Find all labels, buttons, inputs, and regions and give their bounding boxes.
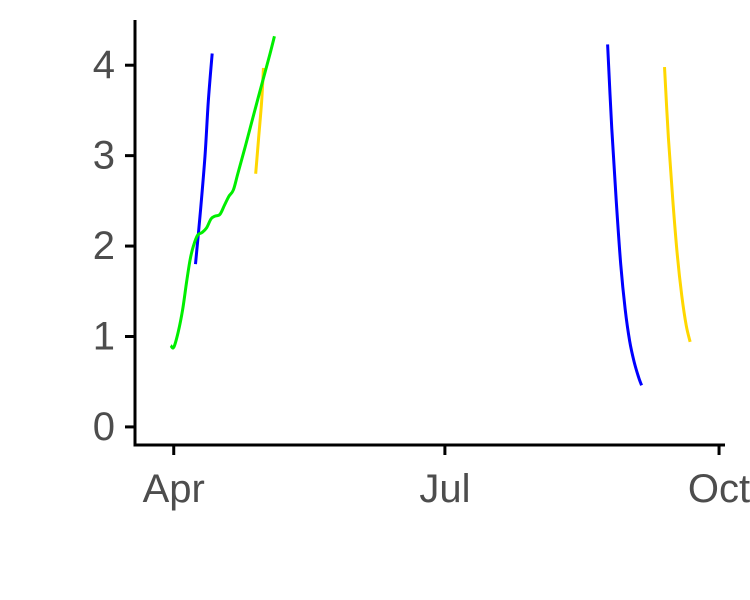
series-line-green-curve — [169, 35, 276, 350]
axes-layer — [133, 20, 725, 447]
y-tick-label-1: 1 — [93, 314, 115, 358]
y-tick-label-2: 2 — [93, 224, 115, 268]
x-tick-label-jul: Jul — [419, 467, 470, 511]
x-tick-label-apr: Apr — [143, 467, 205, 511]
series-line-blue-fall — [606, 44, 643, 386]
series-layer — [169, 35, 692, 386]
x-tick-label-oct: Oct — [688, 467, 750, 511]
y-ticks: 0 1 2 3 4 — [93, 43, 135, 449]
x-ticks: Apr Jul Oct — [143, 445, 750, 511]
y-tick-label-3: 3 — [93, 134, 115, 178]
y-tick-label-4: 4 — [93, 43, 115, 87]
y-tick-label-0: 0 — [93, 405, 115, 449]
series-line-blue-rise — [193, 53, 214, 265]
series-line-yellow-fall — [663, 66, 692, 343]
